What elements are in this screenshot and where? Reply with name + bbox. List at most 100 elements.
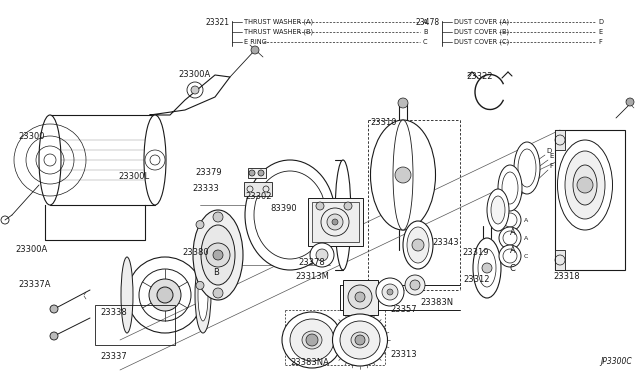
Bar xyxy=(308,198,363,246)
Circle shape xyxy=(482,263,492,273)
Circle shape xyxy=(382,284,398,300)
Text: 23343: 23343 xyxy=(432,238,459,247)
Text: D: D xyxy=(598,19,603,25)
Ellipse shape xyxy=(473,238,501,298)
Bar xyxy=(248,168,266,178)
Ellipse shape xyxy=(499,245,521,267)
Ellipse shape xyxy=(502,172,518,204)
Circle shape xyxy=(577,177,593,193)
Text: 23300: 23300 xyxy=(18,132,45,141)
Ellipse shape xyxy=(478,249,496,287)
Ellipse shape xyxy=(198,269,208,321)
Bar xyxy=(343,280,378,315)
Ellipse shape xyxy=(302,331,322,349)
Circle shape xyxy=(412,239,424,251)
Circle shape xyxy=(50,305,58,313)
Circle shape xyxy=(196,281,204,289)
Ellipse shape xyxy=(340,321,380,359)
Text: A: A xyxy=(524,235,528,241)
Ellipse shape xyxy=(393,120,413,230)
Ellipse shape xyxy=(514,142,540,194)
Text: 23379: 23379 xyxy=(195,168,221,177)
Ellipse shape xyxy=(503,231,517,245)
Circle shape xyxy=(355,292,365,302)
Text: 23337: 23337 xyxy=(100,352,127,361)
Bar xyxy=(555,130,565,150)
Ellipse shape xyxy=(573,165,597,205)
Bar xyxy=(555,130,625,270)
Text: F: F xyxy=(598,39,602,45)
Circle shape xyxy=(251,46,259,54)
Ellipse shape xyxy=(282,312,342,368)
Circle shape xyxy=(410,280,420,290)
Ellipse shape xyxy=(371,120,435,230)
Circle shape xyxy=(149,279,181,311)
Text: 23321: 23321 xyxy=(206,18,230,27)
Circle shape xyxy=(395,167,411,183)
Text: 23478: 23478 xyxy=(416,18,440,27)
Text: 23380: 23380 xyxy=(182,248,209,257)
Ellipse shape xyxy=(498,165,522,211)
Circle shape xyxy=(387,289,393,295)
Circle shape xyxy=(306,334,318,346)
Ellipse shape xyxy=(144,115,166,205)
Ellipse shape xyxy=(557,140,612,230)
Circle shape xyxy=(344,202,352,210)
Ellipse shape xyxy=(254,171,326,259)
Text: E: E xyxy=(598,29,602,35)
Text: 23357: 23357 xyxy=(390,305,417,314)
Ellipse shape xyxy=(407,227,429,263)
Circle shape xyxy=(213,212,223,222)
Ellipse shape xyxy=(499,227,521,249)
Bar xyxy=(244,182,272,196)
Text: A: A xyxy=(524,218,528,222)
Text: C: C xyxy=(423,39,428,45)
Circle shape xyxy=(310,243,334,267)
Text: 23318: 23318 xyxy=(553,272,580,281)
Text: C: C xyxy=(510,264,516,273)
Text: 83390: 83390 xyxy=(270,204,296,213)
Text: 23383NA: 23383NA xyxy=(290,358,329,367)
Ellipse shape xyxy=(487,189,509,231)
Bar xyxy=(95,305,175,345)
Text: B: B xyxy=(213,268,219,277)
Ellipse shape xyxy=(195,257,211,333)
Ellipse shape xyxy=(245,160,335,270)
Circle shape xyxy=(249,170,255,176)
Circle shape xyxy=(327,214,343,230)
Circle shape xyxy=(316,202,324,210)
Circle shape xyxy=(405,275,425,295)
Circle shape xyxy=(50,332,58,340)
Text: 23319: 23319 xyxy=(462,248,488,257)
Text: 23310: 23310 xyxy=(370,118,397,127)
Text: DUST COVER (A): DUST COVER (A) xyxy=(454,19,509,25)
Circle shape xyxy=(206,243,230,267)
Circle shape xyxy=(348,285,372,309)
Ellipse shape xyxy=(518,149,536,187)
Text: E: E xyxy=(549,153,554,159)
Ellipse shape xyxy=(201,225,235,285)
Ellipse shape xyxy=(193,210,243,300)
Bar xyxy=(555,250,565,270)
Circle shape xyxy=(398,98,408,108)
Circle shape xyxy=(191,86,199,94)
Circle shape xyxy=(376,278,404,306)
Text: 23300A: 23300A xyxy=(15,245,47,254)
Text: 23312: 23312 xyxy=(463,275,490,284)
Text: B: B xyxy=(423,29,428,35)
Text: 23383N: 23383N xyxy=(420,298,453,307)
Ellipse shape xyxy=(290,319,334,361)
Circle shape xyxy=(196,221,204,229)
Text: A: A xyxy=(423,19,428,25)
Circle shape xyxy=(157,287,173,303)
Text: C: C xyxy=(524,253,529,259)
Text: 23302: 23302 xyxy=(245,192,271,201)
Circle shape xyxy=(258,170,264,176)
Circle shape xyxy=(338,210,348,220)
Ellipse shape xyxy=(333,314,387,366)
Circle shape xyxy=(626,98,634,106)
Text: E RING: E RING xyxy=(244,39,267,45)
Text: 23300L: 23300L xyxy=(118,172,149,181)
Text: 23322: 23322 xyxy=(466,72,493,81)
Text: 23337A: 23337A xyxy=(18,280,51,289)
